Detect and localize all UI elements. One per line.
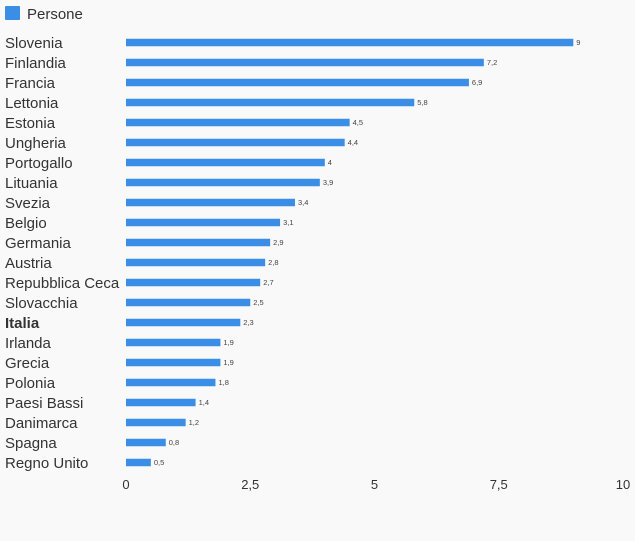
category-label-lettonia: Lettonia	[5, 95, 59, 112]
value-label-estonia: 4,5	[353, 118, 363, 127]
bar-paesi-bassi[interactable]	[126, 398, 196, 407]
bar-polonia[interactable]	[126, 378, 216, 387]
bar-portogallo[interactable]	[126, 158, 325, 167]
bar-italia[interactable]	[126, 318, 241, 327]
category-label-paesi-bassi: Paesi Bassi	[5, 395, 83, 412]
category-label-danimarca: Danimarca	[5, 415, 78, 432]
category-label-portogallo: Portogallo	[5, 155, 73, 172]
value-label-paesi-bassi: 1,4	[199, 398, 209, 407]
category-label-italia: Italia	[5, 315, 40, 332]
category-label-estonia: Estonia	[5, 115, 56, 132]
value-label-danimarca: 1,2	[189, 418, 199, 427]
bar-repubblica-ceca[interactable]	[126, 278, 261, 287]
value-labels: 9 7,2 6,9 5,8 4,5 4,4 4 3,9 3,4 3,1 2,9 2,8 2,7 2,5 2,…	[154, 38, 581, 467]
value-label-francia: 6,9	[472, 78, 482, 87]
legend-label-persone: Persone	[27, 6, 83, 23]
value-label-lituania: 3,9	[323, 178, 333, 187]
value-label-germania: 2,9	[273, 238, 283, 247]
legend-swatch-persone	[5, 6, 20, 20]
value-label-ungheria: 4,4	[348, 138, 358, 147]
value-label-grecia: 1,9	[223, 358, 233, 367]
bar-spagna[interactable]	[126, 438, 166, 447]
category-label-francia: Francia	[5, 75, 56, 92]
bars	[126, 38, 574, 467]
x-tick-label-2: 5	[371, 477, 378, 492]
value-label-portogallo: 4	[328, 158, 332, 167]
category-label-belgio: Belgio	[5, 215, 47, 232]
value-label-belgio: 3,1	[283, 218, 293, 227]
x-tick-label-0: 0	[122, 477, 129, 492]
category-label-irlanda: Irlanda	[5, 335, 52, 352]
value-label-regno-unito: 0,5	[154, 458, 164, 467]
value-label-italia: 2,3	[243, 318, 253, 327]
category-label-slovenia: Slovenia	[5, 35, 63, 52]
bar-austria[interactable]	[126, 258, 266, 267]
category-label-svezia: Svezia	[5, 195, 51, 212]
value-label-irlanda: 1,9	[223, 338, 233, 347]
bar-svezia[interactable]	[126, 198, 295, 207]
bar-regno-unito[interactable]	[126, 458, 151, 467]
value-label-repubblica-ceca: 2,7	[263, 278, 273, 287]
category-label-finlandia: Finlandia	[5, 55, 67, 72]
value-label-austria: 2,8	[268, 258, 278, 267]
value-label-svezia: 3,4	[298, 198, 308, 207]
bar-irlanda[interactable]	[126, 338, 221, 347]
category-labels: Slovenia Finlandia Francia Lettonia Estonia U…	[5, 35, 120, 472]
category-label-lituania: Lituania	[5, 175, 58, 192]
legend[interactable]: Persone	[5, 6, 83, 23]
x-tick-label-1: 2,5	[241, 477, 259, 492]
value-label-finlandia: 7,2	[487, 58, 497, 67]
bar-lettonia[interactable]	[126, 98, 415, 107]
bar-estonia[interactable]	[126, 118, 350, 127]
bar-germania[interactable]	[126, 238, 271, 247]
bar-grecia[interactable]	[126, 358, 221, 367]
category-label-slovacchia: Slovacchia	[5, 295, 78, 312]
category-label-polonia: Polonia	[5, 375, 56, 392]
x-tick-label-4: 10	[616, 477, 630, 492]
value-label-lettonia: 5,8	[417, 98, 427, 107]
category-label-spagna: Spagna	[5, 435, 57, 452]
value-label-slovenia: 9	[576, 38, 580, 47]
x-tick-label-3: 7,5	[490, 477, 508, 492]
bar-ungheria[interactable]	[126, 138, 345, 147]
x-axis-tick-labels: 0 2,5 5 7,5 10	[122, 477, 630, 492]
category-label-regno-unito: Regno Unito	[5, 455, 88, 472]
bar-slovacchia[interactable]	[126, 298, 251, 307]
category-label-grecia: Grecia	[5, 355, 50, 372]
category-label-austria: Austria	[5, 255, 52, 272]
bar-slovenia[interactable]	[126, 38, 574, 47]
bar-francia[interactable]	[126, 78, 469, 87]
value-label-polonia: 1,8	[218, 378, 228, 387]
bar-belgio[interactable]	[126, 218, 281, 227]
value-label-slovacchia: 2,5	[253, 298, 263, 307]
bar-finlandia[interactable]	[126, 58, 484, 67]
bar-lituania[interactable]	[126, 178, 320, 187]
category-label-ungheria: Ungheria	[5, 135, 67, 152]
value-label-spagna: 0,8	[169, 438, 179, 447]
category-label-germania: Germania	[5, 235, 72, 252]
bar-danimarca[interactable]	[126, 418, 186, 427]
category-label-repubblica-ceca: Repubblica Ceca	[5, 275, 120, 292]
